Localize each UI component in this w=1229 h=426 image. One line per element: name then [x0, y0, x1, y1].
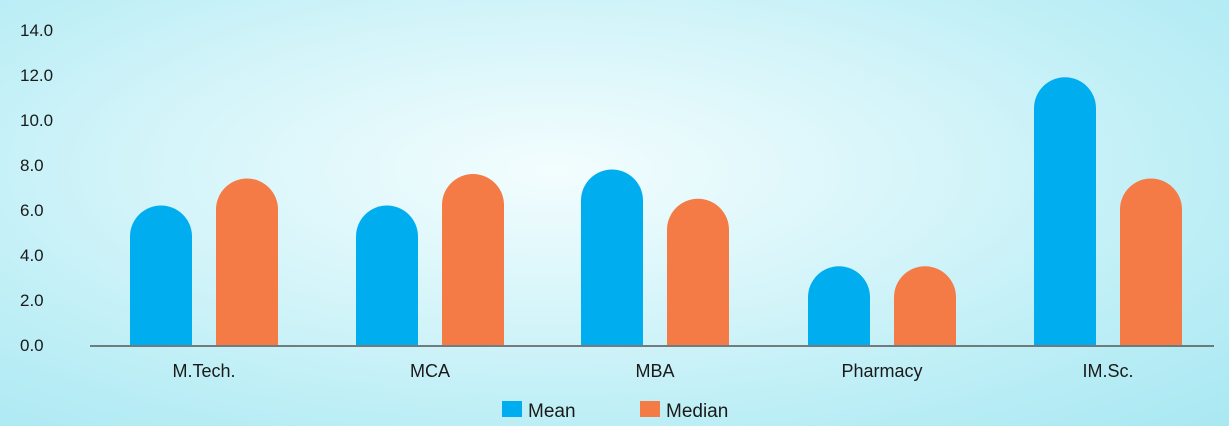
legend-swatch	[640, 401, 660, 417]
y-tick-label: 2.0	[20, 291, 44, 310]
legend-label: Mean	[528, 401, 576, 422]
bar-mean-pharmacy	[808, 266, 870, 345]
bar-median-mca	[442, 174, 504, 345]
bar-mean-mca	[356, 205, 418, 345]
y-tick-label: 12.0	[20, 66, 53, 85]
x-tick-label: IM.Sc.	[1082, 361, 1133, 381]
bar-median-mba	[667, 198, 729, 345]
y-tick-label: 8.0	[20, 156, 44, 175]
x-tick-label: MBA	[635, 361, 674, 381]
x-axis: M.Tech. MCA MBA Pharmacy IM.Sc.	[172, 361, 1133, 381]
y-tick-label: 10.0	[20, 111, 53, 130]
legend: Mean Median	[502, 401, 728, 422]
legend-item-median: Median	[640, 401, 728, 422]
y-tick-label: 6.0	[20, 201, 44, 220]
bar-mean-mba	[581, 169, 643, 345]
bars	[130, 77, 1182, 345]
x-tick-label: Pharmacy	[841, 361, 922, 381]
x-tick-label: M.Tech.	[172, 361, 235, 381]
y-tick-label: 0.0	[20, 336, 44, 355]
legend-label: Median	[666, 401, 728, 422]
y-tick-label: 14.0	[20, 21, 53, 40]
bar-median-m-tech	[216, 178, 278, 345]
y-axis: 0.0 2.0 4.0 6.0 8.0 10.0 12.0 14.0	[20, 21, 53, 355]
legend-swatch	[502, 401, 522, 417]
bar-mean-m-tech	[130, 205, 192, 345]
y-tick-label: 4.0	[20, 246, 44, 265]
x-tick-label: MCA	[410, 361, 450, 381]
legend-item-mean: Mean	[502, 401, 576, 422]
bar-mean-im-sc	[1034, 77, 1096, 345]
bar-median-im-sc	[1120, 178, 1182, 345]
bar-median-pharmacy	[894, 266, 956, 345]
